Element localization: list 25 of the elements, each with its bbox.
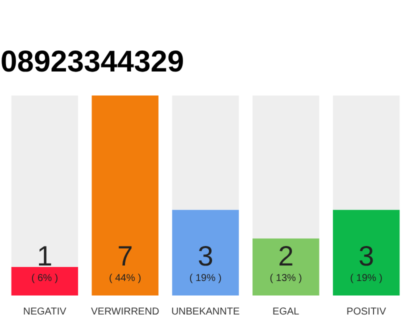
x-tick-label: POSITIV bbox=[346, 306, 386, 318]
bar bbox=[172, 210, 239, 296]
x-tick-label: UNBEKANNTE bbox=[171, 306, 240, 318]
data-label: 7 bbox=[117, 240, 133, 272]
annotation: ( 44% ) bbox=[108, 273, 142, 284]
chart-title: 08923344329 bbox=[0, 46, 184, 78]
bar bbox=[252, 96, 320, 238]
bar bbox=[332, 210, 400, 296]
annotation: ( 13% ) bbox=[270, 273, 302, 284]
data-label: 3 bbox=[198, 240, 214, 272]
bar bbox=[332, 96, 400, 210]
bar bbox=[92, 96, 158, 296]
bar bbox=[11, 96, 78, 267]
annotation: ( 6% ) bbox=[31, 273, 58, 284]
x-tick-label: EGAL bbox=[272, 306, 300, 318]
annotation: ( 19% ) bbox=[350, 273, 382, 284]
x-tick-label: VERWIRREND bbox=[91, 306, 160, 318]
bar bbox=[11, 266, 78, 296]
data-label: 3 bbox=[358, 240, 374, 272]
x-tick-label: NEGATIV bbox=[23, 306, 67, 318]
bar bbox=[172, 96, 239, 210]
data-label: 2 bbox=[278, 240, 294, 272]
data-label: 1 bbox=[36, 240, 53, 272]
bar bbox=[252, 238, 320, 296]
annotation: ( 19% ) bbox=[189, 273, 222, 284]
